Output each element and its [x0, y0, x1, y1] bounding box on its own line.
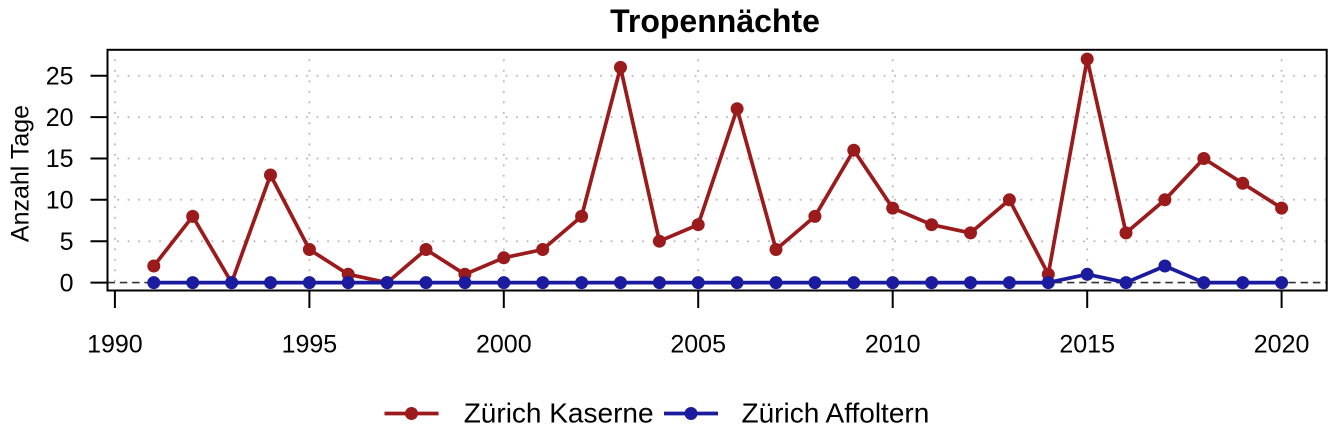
svg-text:2000: 2000	[476, 331, 532, 359]
svg-text:25: 25	[46, 62, 74, 90]
svg-text:Zürich Kaserne: Zürich Kaserne	[464, 398, 654, 429]
svg-text:5: 5	[60, 228, 74, 256]
svg-text:Anzahl Tage: Anzahl Tage	[7, 105, 35, 242]
svg-text:2015: 2015	[1059, 331, 1115, 359]
svg-text:0: 0	[60, 269, 74, 297]
svg-text:15: 15	[46, 145, 74, 173]
svg-text:2020: 2020	[1254, 331, 1310, 359]
svg-text:20: 20	[46, 104, 74, 132]
svg-text:1995: 1995	[282, 331, 338, 359]
svg-text:Tropennächte: Tropennächte	[610, 3, 820, 39]
svg-text:10: 10	[46, 187, 74, 215]
svg-text:1990: 1990	[87, 331, 143, 359]
svg-text:Zürich Affoltern: Zürich Affoltern	[742, 398, 930, 429]
svg-text:2005: 2005	[670, 331, 726, 359]
svg-text:2010: 2010	[865, 331, 921, 359]
